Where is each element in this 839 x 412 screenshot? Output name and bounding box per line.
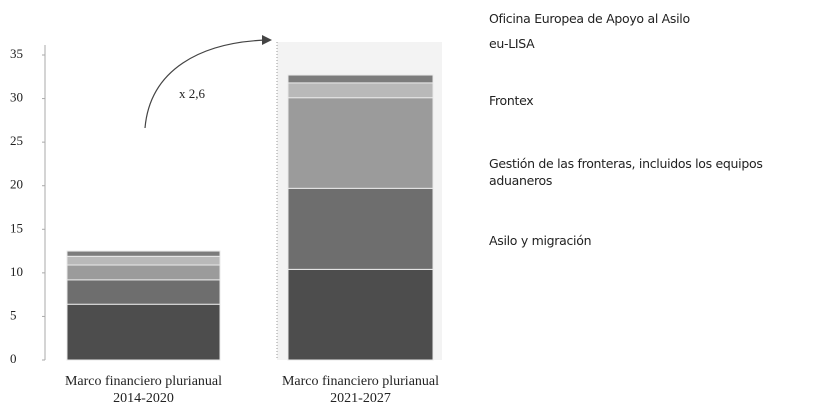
bar-segment (66, 264, 221, 281)
y-tick-label: 15 (10, 220, 23, 235)
y-tick-label: 30 (10, 90, 23, 105)
bar-segment (287, 82, 434, 99)
legend-entry: Gestión de las fronteras, incluidos los … (489, 156, 763, 188)
y-tick-label: 10 (10, 264, 23, 279)
bar-segment (66, 255, 221, 266)
bar-segment (287, 74, 434, 84)
y-tick-label: 20 (10, 177, 23, 192)
y-tick-label: 0 (10, 351, 17, 366)
annotation: x 2,6 (179, 86, 206, 101)
x-tick-label: Marco financiero plurianual 2014-2020 (64, 374, 223, 406)
bar-segment (287, 268, 434, 361)
y-tick-label: 25 (10, 133, 23, 148)
legend-entry: Oficina Europea de Apoyo al Asilo (489, 11, 690, 26)
bar-segment (66, 279, 221, 305)
x-tick-label: Marco financiero plurianual 2021-2027 (281, 374, 440, 406)
legend-entry: eu-LISA (489, 36, 535, 51)
bar-segment (287, 97, 434, 189)
bar-segment (66, 250, 221, 257)
bar-segment (287, 187, 434, 270)
y-tick-label: 35 (10, 46, 23, 61)
legend-entry: Frontex (489, 93, 534, 108)
arrow (144, 39, 269, 129)
y-tick-label: 5 (10, 307, 17, 322)
bar-segment (66, 303, 221, 361)
arrow-head (262, 35, 272, 45)
legend-entry: Asilo y migración (489, 233, 592, 248)
